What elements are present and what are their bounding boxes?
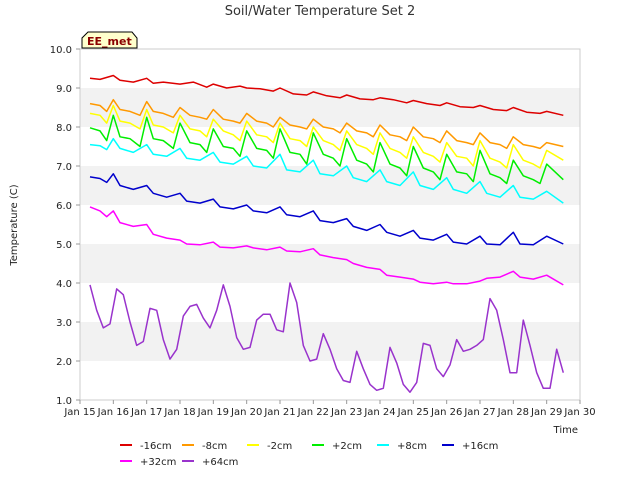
- series-line-plus8cm: [89, 137, 564, 204]
- grid-band: [80, 244, 580, 283]
- grid-band: [80, 88, 580, 127]
- y-tick-label: 10.0: [50, 45, 72, 56]
- legend-label: +32cm: [140, 457, 176, 468]
- x-tick-label: Jan 24: [363, 407, 395, 418]
- legend-label: -2cm: [267, 441, 292, 452]
- badge: EE_met: [81, 31, 138, 49]
- x-axis: Jan 15 Jan 16 Jan 17 Jan 18 Jan 19 Jan 20 Jan …: [63, 400, 596, 418]
- x-axis-title: Time: [553, 425, 578, 436]
- x-tick-label: Jan 27: [463, 407, 495, 418]
- y-tick-label: 6.0: [56, 201, 72, 212]
- legend-label: -8cm: [202, 441, 227, 452]
- y-tick-label: 7.0: [56, 162, 72, 173]
- x-tick-label: Jan 20: [230, 407, 262, 418]
- x-tick-label: Jan 23: [330, 407, 362, 418]
- series-lines: [89, 74, 565, 393]
- grid-band: [80, 166, 580, 205]
- y-tick-label: 3.0: [56, 318, 72, 329]
- x-tick-label: Jan 21: [263, 407, 295, 418]
- x-tick-label: Jan 25: [397, 407, 429, 418]
- y-axis: 1.0 2.0 3.0 4.0 5.0 6.0 7.0 8.0 9.0 10.0: [50, 45, 80, 407]
- y-tick-label: 5.0: [56, 240, 72, 251]
- plot-frame: [79, 48, 581, 401]
- x-tick-label: Jan 29: [530, 407, 562, 418]
- y-axis-title: Temperature (C): [9, 184, 20, 266]
- x-tick-label: Jan 17: [130, 407, 162, 418]
- y-tick-label: 9.0: [56, 84, 72, 95]
- series-line-plus16cm: [89, 173, 564, 246]
- legend-label: +16cm: [462, 441, 498, 452]
- legend-label: +8cm: [397, 441, 427, 452]
- series-line-plus64cm: [89, 282, 565, 393]
- series-line-plus32cm: [89, 206, 564, 286]
- y-tick-label: 2.0: [56, 357, 72, 368]
- x-tick-label: Jan 18: [163, 407, 195, 418]
- x-tick-label: Jan 22: [297, 407, 329, 418]
- y-tick-label: 8.0: [56, 123, 72, 134]
- grid-band: [80, 322, 580, 361]
- chart-title: Soil/Water Temperature Set 2: [225, 4, 416, 19]
- x-tick-label: Jan 26: [430, 407, 462, 418]
- series-line-minus8cm: [89, 98, 564, 150]
- badge-shape: [81, 31, 138, 49]
- plot-bands: [80, 88, 580, 361]
- badge-label: EE_met: [87, 35, 132, 48]
- legend-label: -16cm: [140, 441, 172, 452]
- series-line-minus2cm: [89, 104, 564, 169]
- x-tick-label: Jan 19: [197, 407, 229, 418]
- legend: -16cm -8cm -2cm +2cm +8cm +16cm +32cm +64cm: [120, 441, 498, 468]
- legend-label: +2cm: [332, 441, 362, 452]
- series-line-minus16cm: [89, 74, 564, 117]
- y-tick-label: 1.0: [56, 396, 72, 407]
- series-line-plus2cm: [89, 114, 564, 185]
- x-tick-label: Jan 16: [97, 407, 129, 418]
- legend-label: +64cm: [202, 457, 238, 468]
- y-tick-label: 4.0: [56, 279, 72, 290]
- x-tick-label: Jan 28: [497, 407, 529, 418]
- x-tick-label: Jan 30: [563, 407, 595, 418]
- x-tick-label: Jan 15: [63, 407, 95, 418]
